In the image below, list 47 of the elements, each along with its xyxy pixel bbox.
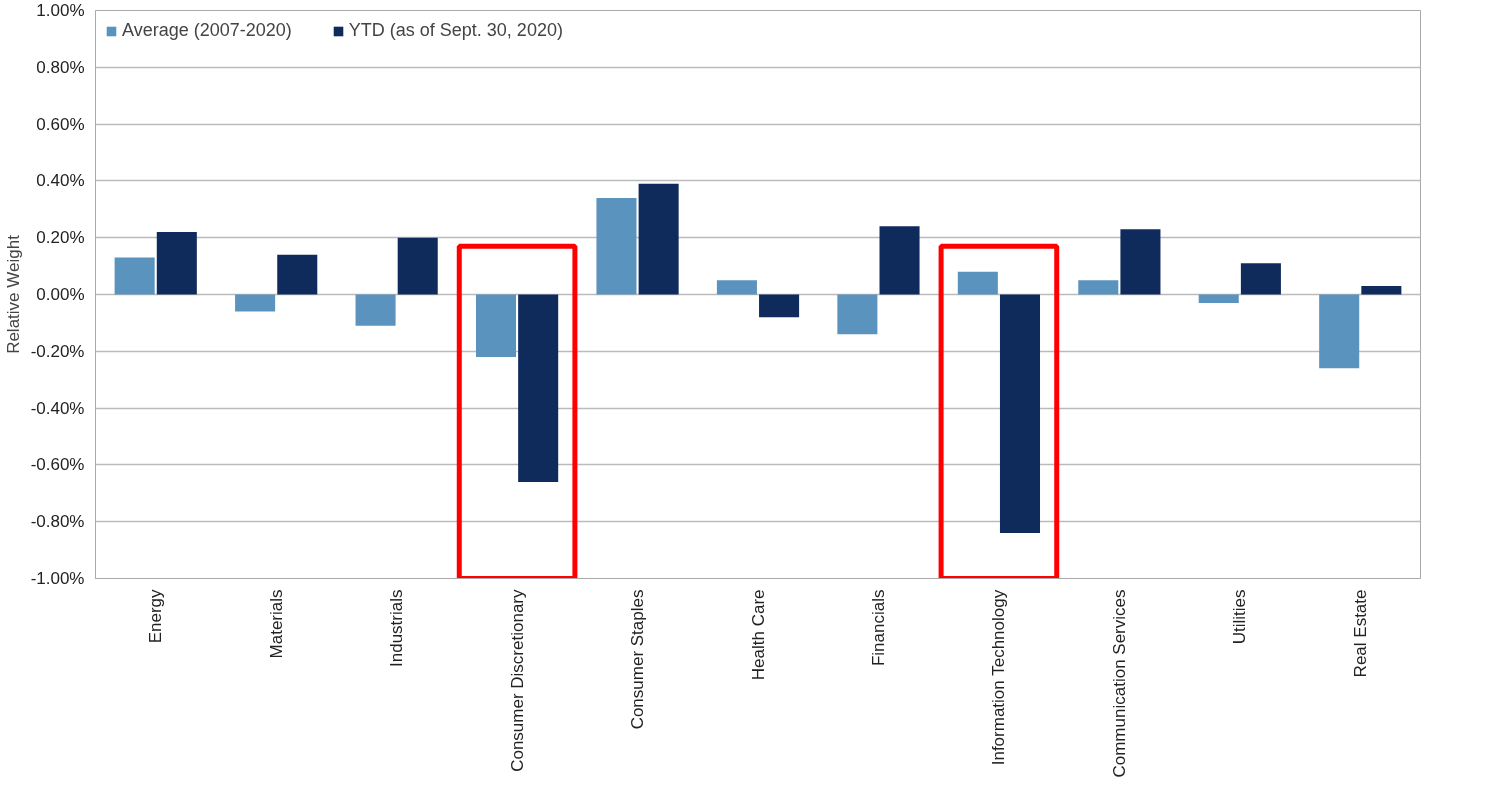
- bar: [235, 294, 276, 312]
- x-tick-label: Consumer Discretionary: [507, 589, 527, 772]
- x-tick-label: Communication Services: [1109, 589, 1129, 778]
- y-tick-label: 0.00%: [36, 285, 85, 304]
- legend-label: YTD (as of Sept. 30, 2020): [348, 20, 563, 41]
- bar: [475, 294, 517, 357]
- legend-label: Average (2007-2020): [122, 20, 292, 41]
- y-tick-label: -1.00%: [30, 569, 85, 588]
- bar: [114, 257, 155, 295]
- bar: [759, 294, 800, 318]
- y-tick-label: -0.40%: [30, 398, 85, 418]
- bar: [1120, 229, 1161, 295]
- y-tick-label: 0.40%: [36, 171, 85, 191]
- x-tick-label: Real Estate: [1350, 589, 1370, 678]
- bar: [1319, 294, 1360, 369]
- y-tick-label: 0.80%: [36, 57, 85, 77]
- bar: [999, 294, 1041, 534]
- x-tick-label: Energy: [146, 589, 166, 644]
- x-tick-label: Health Care: [748, 589, 768, 681]
- x-tick-label: Information Technology: [989, 589, 1009, 766]
- bar: [837, 294, 878, 335]
- bar: [518, 294, 559, 482]
- x-tick-label: Materials: [266, 589, 286, 659]
- y-tick-label: 0.20%: [36, 228, 85, 248]
- y-tick-label: 0.60%: [36, 114, 85, 134]
- y-tick-label: -0.60%: [30, 455, 85, 475]
- bar: [156, 232, 197, 295]
- bar: [1361, 285, 1402, 295]
- y-tick-label: -0.80%: [30, 512, 85, 532]
- bar: [596, 197, 637, 295]
- x-tick-label: Financials: [868, 589, 888, 667]
- bar: [1240, 263, 1281, 295]
- x-tick-label: Consumer Staples: [628, 589, 648, 730]
- bar: [1198, 294, 1239, 304]
- x-tick-label: Utilities: [1230, 589, 1250, 645]
- bar: [716, 280, 757, 295]
- y-tick-label: -0.20%: [30, 341, 85, 361]
- y-tick-label: 1.00%: [36, 1, 85, 20]
- y-axis-title: Relative Weight: [3, 234, 23, 354]
- bar: [277, 254, 318, 295]
- x-tick-label: Industrials: [387, 589, 407, 667]
- bar: [957, 271, 998, 295]
- bar: [638, 183, 679, 295]
- bar: [1078, 280, 1119, 295]
- bar: [355, 294, 396, 326]
- bar: [879, 226, 920, 295]
- bar: [397, 237, 438, 295]
